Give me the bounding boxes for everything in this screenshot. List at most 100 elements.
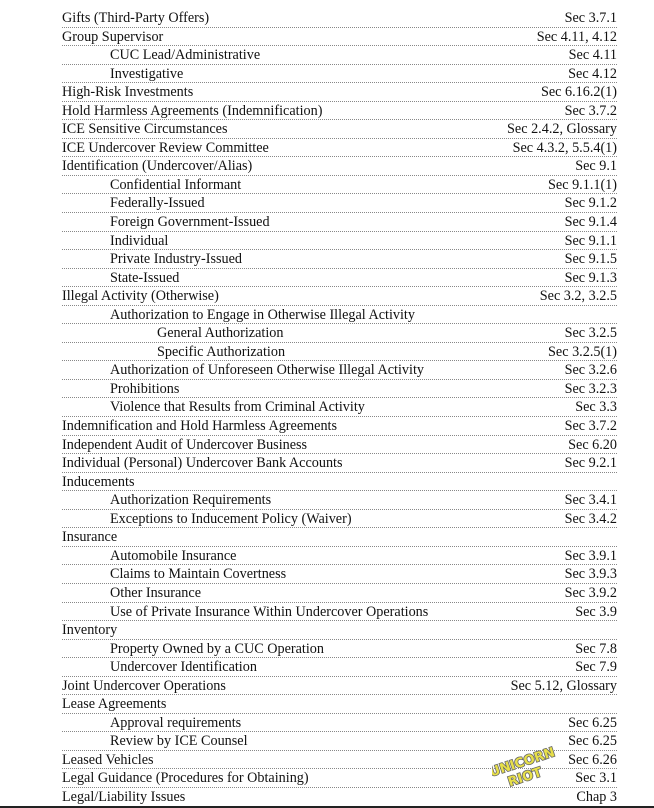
section-reference: Sec 3.2.5 <box>564 325 617 342</box>
index-term: Approval requirements <box>110 714 242 731</box>
index-entry: ICE Sensitive Circumstances Sec 2.4.2, Gl… <box>62 120 617 139</box>
index-list: Gifts (Third-Party Offers) Sec 3.7.1 Group… <box>62 9 617 807</box>
index-term: Individual <box>110 232 169 249</box>
index-entry: Property Owned by a CUC Operation Sec 7.8 <box>62 640 617 659</box>
index-entry: Lease Agreements <box>62 695 617 714</box>
index-term: Foreign Government-Issued <box>110 214 270 231</box>
index-entry: Violence that Results from Criminal Acti… <box>62 398 617 418</box>
index-term: Claims to Maintain Covertness <box>110 566 287 583</box>
index-term: Authorization to Engage in Otherwise Ill… <box>110 306 415 323</box>
index-entry: State-Issued Sec 9.1.3 <box>62 269 617 288</box>
index-term: Inducements <box>62 473 135 490</box>
index-term: Confidential Informant <box>110 176 242 193</box>
section-reference: Sec 3.9.2 <box>564 584 617 601</box>
section-reference: Sec 9.1.4 <box>564 214 617 231</box>
index-term: Specific Authorization <box>157 343 286 360</box>
index-term: General Authorization <box>157 325 284 342</box>
index-term: CUC Lead/Administrative <box>110 47 261 64</box>
section-reference: Sec 3.9 <box>575 603 617 620</box>
index-term: Authorization Requirements <box>110 492 272 509</box>
section-reference: Sec 3.2, 3.2.5 <box>539 288 617 305</box>
index-entry: Joint Undercover Operations Sec 5.12, Glo… <box>62 677 617 696</box>
section-reference: Sec 3.3 <box>575 399 617 416</box>
index-entry: Identification (Undercover/Alias) Sec 9.1 <box>62 157 617 176</box>
index-entry: Approval requirements Sec 6.25 <box>62 714 617 733</box>
section-reference: Sec 6.25 <box>568 714 617 731</box>
index-term: Authorization of Unforeseen Otherwise Il… <box>110 362 425 379</box>
section-reference: Sec 9.1 <box>575 158 617 175</box>
index-term: Identification (Undercover/Alias) <box>62 158 253 175</box>
index-term: Prohibitions <box>110 380 180 397</box>
index-entry: Authorization of Unforeseen Otherwise Il… <box>62 361 617 380</box>
section-reference: Sec 2.4.2, Glossary <box>507 121 617 138</box>
index-term: Private Industry-Issued <box>110 251 242 268</box>
index-entry: Private Industry-Issued Sec 9.1.5 <box>62 250 617 269</box>
index-term: Violence that Results from Criminal Acti… <box>110 399 365 416</box>
section-reference: Sec 3.9.3 <box>564 566 617 583</box>
index-term: Illegal Activity (Otherwise) <box>62 288 219 305</box>
index-term: Exceptions to Inducement Policy (Waiver) <box>110 510 352 527</box>
section-reference: Sec 9.1.1(1) <box>548 176 617 193</box>
index-entry: Indemnification and Hold Harmless Agreem… <box>62 417 617 436</box>
index-term: Gifts (Third-Party Offers) <box>62 10 210 26</box>
section-reference: Sec 3.7.2 <box>564 102 617 119</box>
section-reference: Sec 9.1.5 <box>564 251 617 268</box>
section-reference: Sec 4.11, 4.12 <box>536 28 617 45</box>
section-reference: Sec 5.12, Glossary <box>510 677 617 694</box>
index-term: Investigative <box>110 65 184 82</box>
index-entry: Inducements <box>62 473 617 492</box>
index-entry: High-Risk Investments Sec 6.16.2(1) <box>62 83 617 102</box>
index-term: Hold Harmless Agreements (Indemnificatio… <box>62 102 323 119</box>
index-entry: Individual Sec 9.1.1 <box>62 232 617 251</box>
index-term: Other Insurance <box>110 584 201 601</box>
section-reference: Sec 3.1 <box>575 770 617 787</box>
index-term: Independent Audit of Undercover Business <box>62 436 308 453</box>
bottom-edge-bar <box>0 806 654 808</box>
section-reference: Sec 3.7.1 <box>564 10 617 26</box>
index-term: Inventory <box>62 622 118 639</box>
index-entry: Exceptions to Inducement Policy (Waiver)… <box>62 510 617 529</box>
section-reference: Sec 6.20 <box>568 436 617 453</box>
section-reference: Sec 3.2.6 <box>564 362 617 379</box>
section-reference: Sec 7.9 <box>575 659 617 676</box>
section-reference: Sec 4.3.2, 5.5.4(1) <box>512 139 617 156</box>
index-entry: Individual (Personal) Undercover Bank Ac… <box>62 454 617 473</box>
index-entry: Hold Harmless Agreements (Indemnificatio… <box>62 102 617 121</box>
index-entry: Group Supervisor Sec 4.11, 4.12 <box>62 28 617 47</box>
index-entry: Use of Private Insurance Within Undercov… <box>62 603 617 622</box>
index-term: Legal/Liability Issues <box>62 788 186 805</box>
index-entry: CUC Lead/Administrative Sec 4.11 <box>62 46 617 65</box>
index-entry: Legal Guidance (Procedures for Obtaining… <box>62 769 617 788</box>
index-entry: Claims to Maintain Covertness Sec 3.9.3 <box>62 565 617 584</box>
unicorn-riot-watermark-logo: UNICORN RIOT <box>492 744 556 791</box>
section-reference: Sec 9.1.2 <box>564 195 617 212</box>
section-reference: Sec 6.26 <box>568 751 617 768</box>
index-term: ICE Undercover Review Committee <box>62 139 269 156</box>
index-term: Automobile Insurance <box>110 547 237 564</box>
section-reference: Sec 3.4.1 <box>564 492 617 509</box>
index-term: Group Supervisor <box>62 28 164 45</box>
index-entry: Illegal Activity (Otherwise) Sec 3.2, 3.2… <box>62 287 617 306</box>
index-entry: Specific Authorization Sec 3.2.5(1) <box>62 343 617 362</box>
index-term: ICE Sensitive Circumstances <box>62 121 228 138</box>
section-reference: Sec 4.11 <box>568 47 617 64</box>
index-entry: Confidential Informant Sec 9.1.1(1) <box>62 176 617 195</box>
section-reference: Sec 9.1.3 <box>564 269 617 286</box>
index-entry: ICE Undercover Review Committee Sec 4.3.2… <box>62 139 617 158</box>
index-term: Review by ICE Counsel <box>110 733 248 750</box>
section-reference: Sec 6.25 <box>568 733 617 750</box>
index-term: State-Issued <box>110 269 180 286</box>
index-entry: Review by ICE Counsel Sec 6.25 <box>62 732 617 751</box>
index-entry: Federally-Issued Sec 9.1.2 <box>62 194 617 214</box>
index-term: Property Owned by a CUC Operation <box>110 640 324 657</box>
index-entry: Authorization Requirements Sec 3.4.1 <box>62 491 617 510</box>
index-entry: Independent Audit of Undercover Business… <box>62 436 617 455</box>
index-entry: Authorization to Engage in Otherwise Ill… <box>62 306 617 325</box>
section-reference: Sec 3.2.5(1) <box>548 343 617 360</box>
index-entry: Investigative Sec 4.12 <box>62 65 617 84</box>
index-term: Individual (Personal) Undercover Bank Ac… <box>62 455 343 472</box>
section-reference: Sec 3.7.2 <box>564 418 617 435</box>
section-reference: Sec 3.2.3 <box>564 380 617 397</box>
index-entry: Foreign Government-Issued Sec 9.1.4 <box>62 213 617 232</box>
index-term: Legal Guidance (Procedures for Obtaining… <box>62 770 309 787</box>
